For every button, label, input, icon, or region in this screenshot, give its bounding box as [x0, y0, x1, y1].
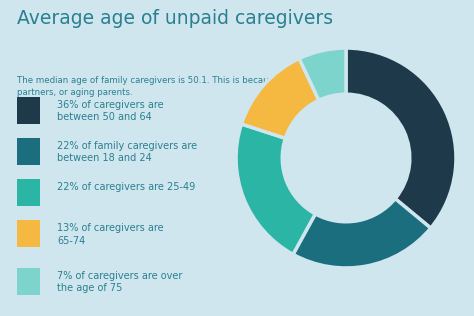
Text: 22% of caregivers are 25-49: 22% of caregivers are 25-49	[57, 182, 195, 192]
Text: Average age of unpaid caregivers: Average age of unpaid caregivers	[17, 9, 333, 28]
FancyBboxPatch shape	[17, 97, 40, 124]
Wedge shape	[241, 58, 319, 138]
FancyBboxPatch shape	[17, 179, 40, 206]
FancyBboxPatch shape	[17, 268, 40, 295]
Text: 7% of caregivers are over
the age of 75: 7% of caregivers are over the age of 75	[57, 270, 182, 293]
Wedge shape	[346, 48, 456, 228]
FancyBboxPatch shape	[17, 221, 40, 247]
Text: The median age of family caregivers is 50.1. This is because many people care fo: The median age of family caregivers is 5…	[17, 76, 414, 97]
Wedge shape	[299, 48, 346, 100]
FancyBboxPatch shape	[17, 138, 40, 165]
Text: 13% of caregivers are
65-74: 13% of caregivers are 65-74	[57, 223, 164, 246]
Text: 36% of caregivers are
between 50 and 64: 36% of caregivers are between 50 and 64	[57, 100, 164, 122]
Wedge shape	[293, 199, 431, 268]
Text: 22% of family caregivers are
between 18 and 24: 22% of family caregivers are between 18 …	[57, 141, 197, 163]
Wedge shape	[236, 124, 315, 254]
